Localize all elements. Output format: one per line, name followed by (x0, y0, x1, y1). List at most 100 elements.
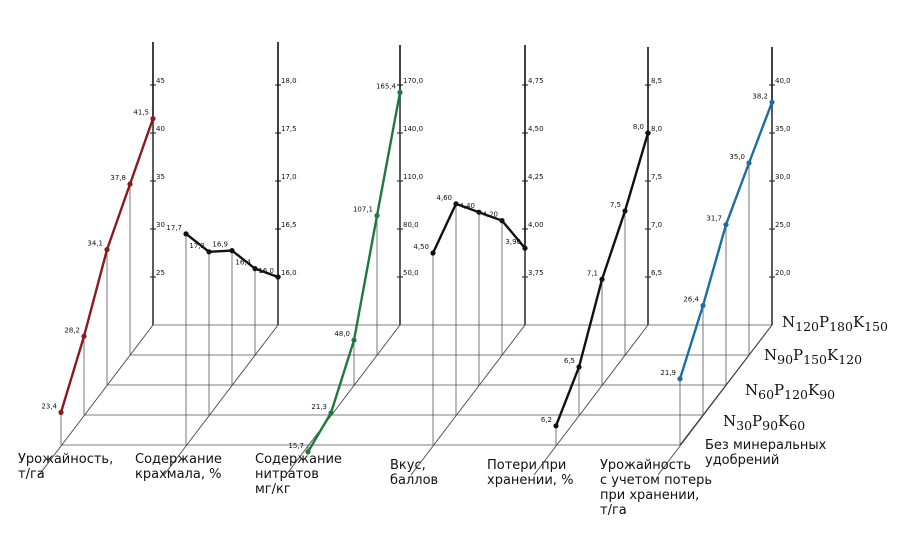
data-label: 16,0 (258, 267, 274, 275)
panel-losses: 6,5 7,0 7,5 8,0 8,5 6,2 6,5 7,1 7,5 8,0 (533, 47, 662, 476)
data-label: 6,5 (564, 357, 575, 365)
tick-label: 50,0 (403, 269, 419, 277)
tick-label: 18,0 (281, 77, 297, 85)
tick-label: 4,50 (528, 125, 544, 133)
tick-label: 25 (156, 269, 165, 277)
data-label: 7,1 (587, 269, 598, 277)
data-point (453, 201, 459, 207)
data-point (58, 409, 64, 415)
tick-label: 45 (156, 77, 165, 85)
panel-net_yield: 20,0 25,0 30,0 35,0 40,0 21,9 26,4 31,7 35,0 38,2 (657, 47, 791, 476)
panel-label-taste: Вкус, баллов (390, 458, 439, 488)
data-label: 35,0 (729, 153, 745, 161)
data-label: 107,1 (353, 206, 373, 214)
data-point (746, 160, 752, 166)
data-point (229, 248, 235, 254)
data-label: 34,1 (87, 240, 103, 248)
data-label: 7,5 (610, 201, 621, 209)
series-line-nitrates (306, 92, 402, 453)
tick-label: 8,0 (651, 125, 662, 133)
tick-label: 80,0 (403, 221, 419, 229)
series-label-0: Без минеральных удобрений (705, 438, 827, 468)
data-label: 17,2 (189, 242, 205, 250)
data-point (723, 222, 729, 228)
data-point (127, 181, 133, 187)
data-point (499, 218, 505, 224)
data-label: 21,9 (660, 369, 676, 377)
chart-panels: 25 30 35 40 45 23,4 28,2 34,1 37,8 41,5 16,0 16,5 17… (38, 42, 791, 476)
tick-label: 4,25 (528, 173, 544, 181)
data-point (374, 213, 380, 219)
panel-starch: 16,0 16,5 17,0 17,5 18,0 17,7 17,2 16,9 16,4 16,0 (163, 42, 297, 476)
data-point (305, 449, 311, 455)
tick-label: 4,00 (528, 221, 544, 229)
data-label: 21,3 (311, 403, 327, 411)
tick-label: 35,0 (775, 125, 791, 133)
panel-label-net-yield: Урожайность с учетом потерь при хранении, т… (600, 458, 713, 518)
tick-label: 20,0 (775, 269, 791, 277)
panel-nitrates: 50,0 80,0 110,0 140,0 170,0 15,7 21,3 48,0 107,1… (285, 45, 423, 476)
panel-label-losses: Потери при хранении, % (487, 458, 574, 488)
tick-label: 8,5 (651, 77, 662, 85)
tick-label: 7,5 (651, 173, 662, 181)
data-label: 26,4 (683, 296, 699, 304)
data-label: 28,2 (64, 326, 80, 334)
panel-taste: 3,75 4,00 4,25 4,50 4,75 4,50 4,60 4,40 4,20 3,90 (410, 45, 544, 476)
floor-grid (61, 324, 773, 446)
data-point (622, 208, 628, 214)
tick-label: 110,0 (403, 173, 423, 181)
tick-label: 170,0 (403, 77, 423, 85)
tick-label: 4,75 (528, 77, 544, 85)
data-label: 16,4 (235, 259, 251, 267)
tick-label: 3,75 (528, 269, 544, 277)
data-label: 3,90 (505, 238, 521, 246)
data-label: 16,9 (212, 241, 228, 249)
tick-label: 16,0 (281, 269, 297, 277)
data-label: 4,60 (436, 194, 452, 202)
data-label: 23,4 (41, 402, 57, 410)
series-label-4: N120P180K150 (782, 313, 889, 334)
tick-label: 17,0 (281, 173, 297, 181)
data-label: 17,7 (166, 224, 182, 232)
depth-line-losses (533, 324, 649, 476)
data-point (104, 247, 110, 253)
data-point (328, 410, 334, 416)
tick-label: 40,0 (775, 77, 791, 85)
depth-line-yield (38, 324, 154, 476)
tick-label: 16,5 (281, 221, 297, 229)
panel-label-starch: Содержание крахмала, % (135, 452, 222, 482)
depth-line-net_yield (657, 324, 773, 476)
data-label: 165,4 (376, 82, 397, 90)
data-point (553, 423, 559, 429)
data-point (351, 337, 357, 343)
data-point (183, 231, 189, 237)
series-label-1: N30P90K60 (723, 412, 806, 433)
data-point (645, 130, 651, 136)
series-label-3: N90P150K120 (764, 346, 863, 367)
tick-label: 30 (156, 221, 165, 229)
data-point (700, 302, 706, 309)
data-point (522, 245, 528, 251)
tick-label: 35 (156, 173, 165, 181)
tick-label: 17,5 (281, 125, 297, 133)
tick-label: 30,0 (775, 173, 791, 181)
data-point (769, 99, 775, 105)
depth-line-nitrates (285, 324, 401, 476)
panel-yield: 25 30 35 40 45 23,4 28,2 34,1 37,8 41,5 (38, 42, 165, 476)
panel-label-nitrates: Содержание нитратов мг/кг (255, 452, 342, 497)
data-label: 41,5 (133, 109, 149, 117)
data-point (252, 266, 258, 272)
data-label: 6,2 (541, 416, 552, 424)
data-point (81, 333, 87, 339)
depth-line-taste (410, 324, 526, 476)
data-label: 15,7 (288, 442, 304, 450)
data-label: 48,0 (334, 330, 350, 338)
data-point (576, 364, 582, 370)
data-label: 31,7 (706, 215, 722, 223)
data-point (206, 249, 212, 255)
depth-line-starch (163, 324, 279, 476)
data-point (430, 250, 436, 256)
data-point (275, 274, 281, 280)
data-label: 4,20 (482, 211, 498, 219)
data-point (599, 276, 605, 282)
